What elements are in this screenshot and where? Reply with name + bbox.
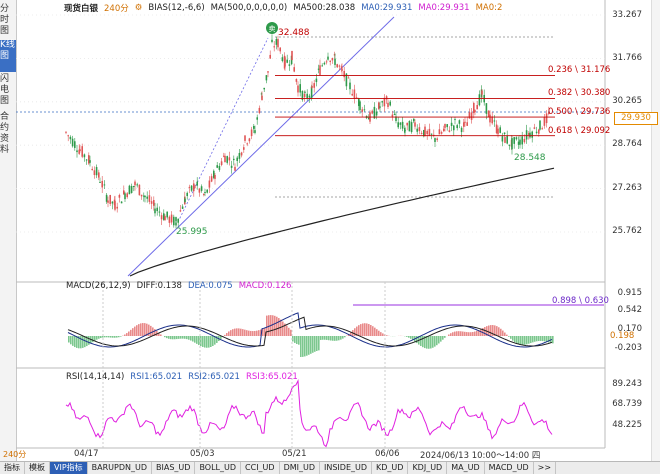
tab-macd[interactable]: MACD_UD (485, 462, 534, 474)
tab-lightning[interactable]: 闪电图 (0, 74, 16, 108)
macd-value: MACD:0.126 (239, 281, 292, 291)
price-tick: 25.762 (612, 226, 642, 236)
high-label: 32.488 (278, 28, 310, 38)
fib-level-label: 0.236 \ 31.176 (548, 65, 610, 75)
trend-line[interactable] (128, 17, 394, 276)
status-time: 2024/06/13 10:00～14:00 四 (420, 449, 540, 461)
time-ticks (103, 282, 385, 448)
macd-dea: DEA:0.075 (188, 281, 233, 291)
current-price-tag: 29.930 (614, 112, 658, 125)
macd-tick: -0.203 (615, 343, 642, 353)
price-tick: 33.267 (612, 10, 642, 20)
macd-legend: MACD(26,12,9) DIFF:0.138 DEA:0.075 MACD:… (66, 280, 291, 292)
rsi-legend: RSI(14,14,14) RSI1:65.021 RSI2:65.021 RS… (66, 371, 298, 383)
rsi-title: RSI(14,14,14) (66, 372, 124, 382)
trend-line-dashed (178, 38, 268, 222)
rsi-line (66, 381, 552, 447)
rsi-tick: 68.739 (612, 399, 642, 409)
fib-level-label: 0.382 \ 30.380 (548, 88, 610, 98)
tab-ma[interactable]: MA_UD (447, 462, 484, 474)
right-edge-strip (651, 0, 660, 461)
tab-timeshare[interactable]: 分时图 (0, 4, 16, 38)
macd-title: MACD(26,12,9) (66, 281, 131, 291)
tab-boll[interactable]: BOLL_UD (195, 462, 241, 474)
price-tick: 31.766 (612, 53, 642, 63)
tab-vip-indicator[interactable]: VIP指标 (50, 462, 88, 474)
tab-kline[interactable]: K线图 (0, 40, 16, 72)
more-tabs-button[interactable]: >> (534, 462, 556, 474)
fib-level-label: 0.500 \ 29.736 (548, 107, 610, 117)
time-label: 04/17 (74, 449, 99, 459)
time-label: 05/03 (190, 449, 215, 459)
tab-bias[interactable]: BIAS_UD (152, 462, 195, 474)
macd-line-label: 0.898 \ 0.630 (552, 296, 609, 306)
macd-diff: DIFF:0.138 (137, 281, 182, 291)
tab-kd[interactable]: KD_UD (372, 462, 408, 474)
low2-label: 28.548 (514, 153, 546, 163)
tab-indicator[interactable]: 指标 (0, 462, 25, 474)
rsi1: RSI1:65.021 (130, 372, 182, 382)
price-tick: 27.263 (612, 183, 642, 193)
price-tick: 28.764 (612, 139, 642, 149)
low1-label: 25.995 (176, 227, 208, 237)
tab-inside[interactable]: INSIDE_UD (320, 462, 372, 474)
tab-kdj[interactable]: KDJ_UD (408, 462, 447, 474)
time-label: 06/06 (375, 449, 400, 459)
tab-barupdn[interactable]: BARUPDN_UD (88, 462, 152, 474)
candlesticks (65, 34, 549, 228)
tab-template[interactable]: 模板 (25, 462, 50, 474)
macd-tick: 0.915 (618, 288, 642, 298)
price-tick: 30.265 (612, 96, 642, 106)
sell-badge: 卖 (269, 25, 276, 33)
time-label: 05/21 (282, 449, 307, 459)
tab-cci[interactable]: CCI_UD (241, 462, 280, 474)
macd-tick: 0.542 (618, 305, 642, 315)
macd-histogram (68, 315, 554, 357)
rsi-tick: 48.225 (612, 420, 642, 430)
indicator-toolbar: 指标 模板 VIP指标 BARUPDN_UD BIAS_UD BOLL_UD C… (0, 461, 660, 474)
fib-level-label: 0.618 \ 29.092 (548, 126, 610, 136)
tab-contract-info[interactable]: 合约资料 (0, 112, 16, 156)
tab-dmi[interactable]: DMI_UD (280, 462, 320, 474)
price-grid (16, 15, 605, 232)
chart-mode-sidebar: 分时图 K线图 闪电图 合约资料 (0, 0, 17, 461)
rsi2: RSI2:65.021 (188, 372, 240, 382)
annotations: 卖 32.488 25.995 28.548 (176, 22, 546, 237)
period-badge[interactable]: 240分 (3, 449, 26, 460)
rsi3: RSI3:65.021 (246, 372, 298, 382)
macd-right-value: 0.198 (610, 331, 634, 341)
rsi-tick: 89.243 (612, 379, 642, 389)
